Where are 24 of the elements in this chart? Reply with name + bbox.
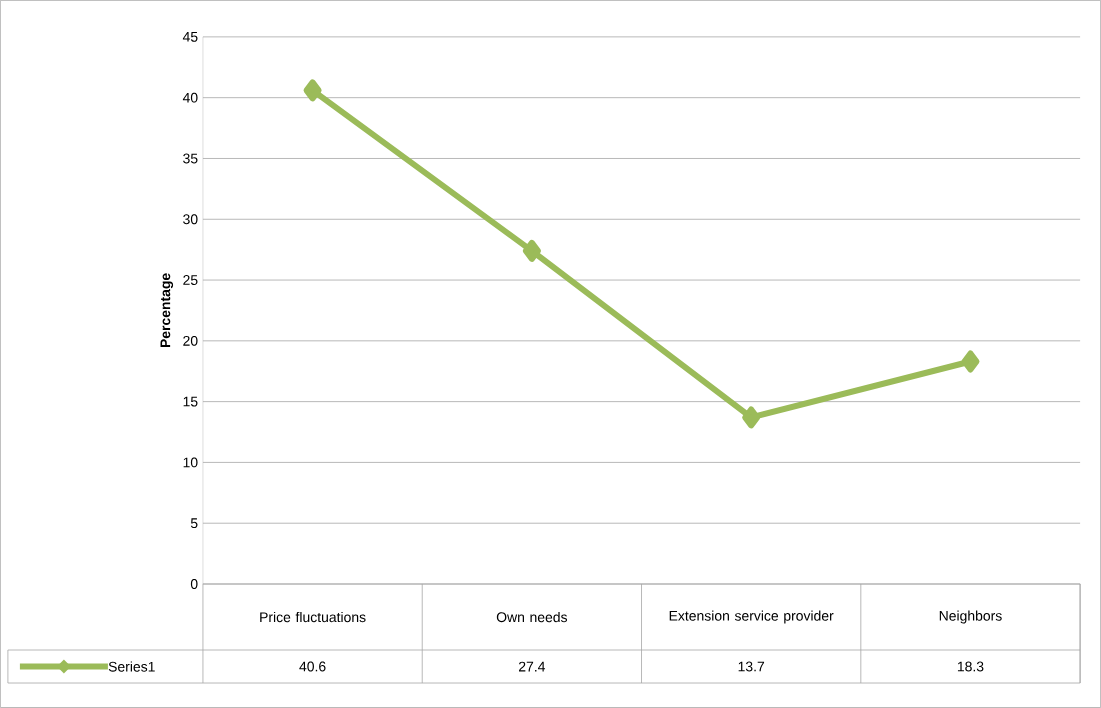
y-tick-label: 40 xyxy=(182,92,198,103)
x-tick-label: Own needs xyxy=(496,611,568,623)
data-label: 13.7 xyxy=(738,661,765,672)
y-tick-label: 10 xyxy=(183,457,198,468)
data-label: 18.3 xyxy=(957,661,984,672)
y-tick-label: 30 xyxy=(183,214,198,225)
data-label: 27.4 xyxy=(519,661,546,672)
y-tick-label: 45 xyxy=(182,32,198,42)
x-tick-label: Neighbors xyxy=(939,610,1002,624)
y-tick-label: 20 xyxy=(183,335,198,346)
x-tick-label: Extension service provider xyxy=(669,610,834,624)
y-tick-label: 0 xyxy=(190,579,198,589)
y-axis-title: Percentage xyxy=(160,273,174,348)
text: Series1 xyxy=(108,661,155,672)
point xyxy=(522,239,541,262)
y-tick-label: 5 xyxy=(190,518,198,529)
y-tick-label: 25 xyxy=(183,275,198,286)
y-tick-label: 35 xyxy=(183,153,198,164)
point xyxy=(961,350,980,373)
data-label: 40.6 xyxy=(299,661,326,672)
x-tick-label: Price fluctuations xyxy=(260,611,366,623)
y-tick-label: 15 xyxy=(183,396,198,407)
point xyxy=(303,79,322,102)
point xyxy=(742,406,761,429)
